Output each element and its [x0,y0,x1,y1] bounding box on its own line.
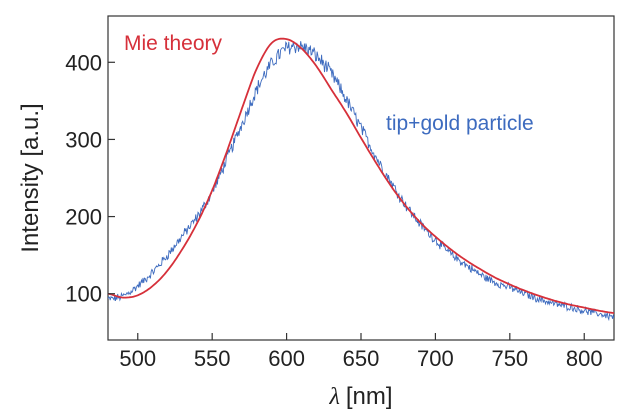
y-axis: 100 200 300 400 [65,50,115,307]
x-tick-label: 600 [268,346,305,371]
x-axis: 500 550 600 650 700 750 800 [119,333,603,371]
x-axis-title: λ [nm] [328,383,392,410]
x-axis-unit: [nm] [346,383,393,410]
x-tick-label: 800 [566,346,603,371]
x-tick-label: 550 [194,346,231,371]
x-tick-label: 700 [417,346,454,371]
plot-frame [107,15,615,341]
x-axis-symbol: λ [328,384,339,410]
series-group [108,37,614,322]
series-label-mie-theory: Mie theory [124,32,223,55]
series-label-tip-gold-particle: tip+gold particle [386,112,534,135]
x-tick-label: 750 [491,346,528,371]
x-tick-label: 650 [343,346,380,371]
y-tick-label: 300 [65,127,102,152]
x-tick-label: 500 [119,346,156,371]
series-line-mie-theory [108,37,614,314]
y-tick-label: 100 [65,282,102,307]
y-tick-label: 200 [65,205,102,230]
plot-area [107,15,615,341]
y-axis-title: Intensity [a.u.] [17,103,44,252]
series-line-tip-gold-particle [108,41,614,322]
y-tick-label: 400 [65,50,102,75]
